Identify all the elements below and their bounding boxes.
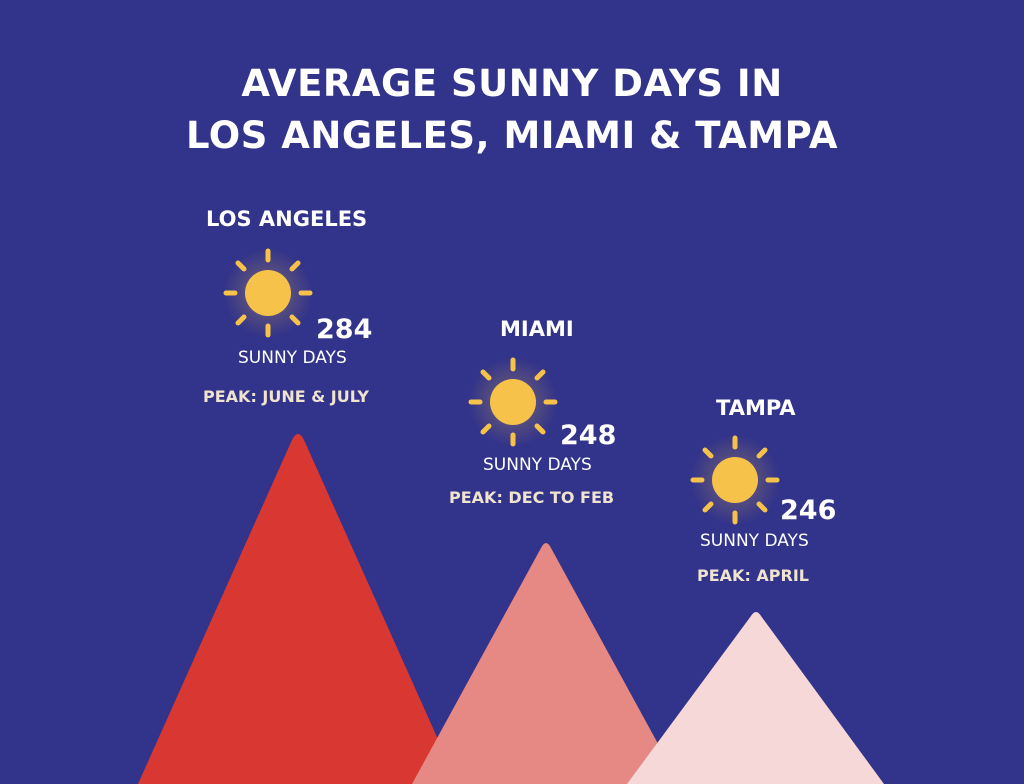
- sunny-days-label: SUNNY DAYS: [238, 348, 347, 368]
- bar-tampa: [627, 612, 884, 784]
- peak-label: PEAK: DEC TO FEB: [449, 488, 615, 507]
- sunny-days-value: 248: [560, 420, 617, 451]
- sun-icon: [685, 430, 785, 530]
- title-line-1: AVERAGE SUNNY DAYS IN: [241, 62, 783, 105]
- sunny-days-label: SUNNY DAYS: [700, 531, 809, 551]
- chart-title: AVERAGE SUNNY DAYS IN LOS ANGELES, MIAMI…: [0, 58, 1024, 162]
- sun-icon: [218, 243, 318, 343]
- bar-miami: [412, 543, 680, 784]
- sunny-days-value: 246: [780, 495, 837, 526]
- sunny-days-label: SUNNY DAYS: [483, 455, 592, 475]
- bar-los-angeles: [138, 434, 458, 784]
- city-name: LOS ANGELES: [206, 207, 368, 231]
- sunny-days-value: 284: [316, 314, 373, 345]
- city-name: MIAMI: [500, 317, 574, 341]
- sun-icon: [463, 352, 563, 452]
- city-name: TAMPA: [716, 396, 796, 420]
- peak-label: PEAK: JUNE & JULY: [203, 387, 369, 406]
- peak-label: PEAK: APRIL: [697, 566, 809, 585]
- title-line-2: LOS ANGELES, MIAMI & TAMPA: [186, 114, 838, 157]
